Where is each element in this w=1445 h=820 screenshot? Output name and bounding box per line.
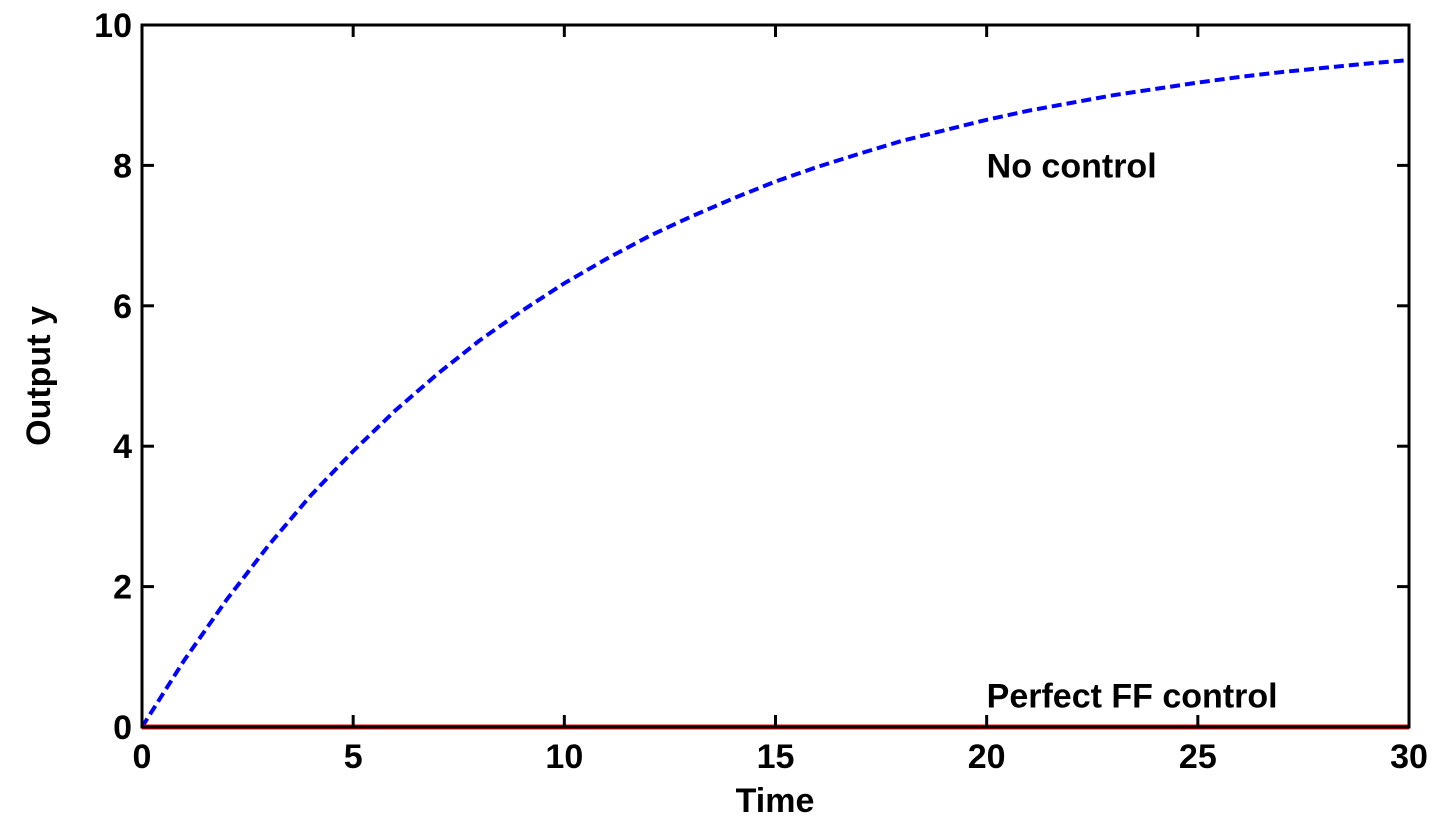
y-tick-label: 0 bbox=[113, 709, 132, 747]
x-axis-label: Time bbox=[736, 782, 815, 820]
y-tick-label: 8 bbox=[113, 147, 132, 185]
y-tick-label: 2 bbox=[113, 569, 132, 607]
annotation-layer: No control Perfect FF control bbox=[987, 147, 1278, 715]
tick-layer: 0 5 10 15 20 25 30 0 2 4 6 8 10 bbox=[94, 7, 1428, 776]
x-tick-label: 10 bbox=[545, 738, 583, 776]
annotation-label: Perfect FF control bbox=[987, 677, 1278, 715]
series-line-0 bbox=[140, 58, 1410, 729]
x-tick-label: 30 bbox=[1390, 738, 1428, 776]
x-tick-label: 0 bbox=[133, 738, 152, 776]
y-tick-label: 4 bbox=[113, 428, 132, 466]
x-tick-label: 5 bbox=[344, 738, 363, 776]
y-tick-label: 10 bbox=[94, 7, 132, 45]
x-tick-label: 20 bbox=[968, 738, 1006, 776]
y-tick-label: 6 bbox=[113, 288, 132, 326]
x-tick-label: 25 bbox=[1179, 738, 1217, 776]
annotation-label: No control bbox=[987, 147, 1157, 185]
x-tick-label: 15 bbox=[757, 738, 795, 776]
y-axis-label: Output y bbox=[20, 306, 58, 446]
